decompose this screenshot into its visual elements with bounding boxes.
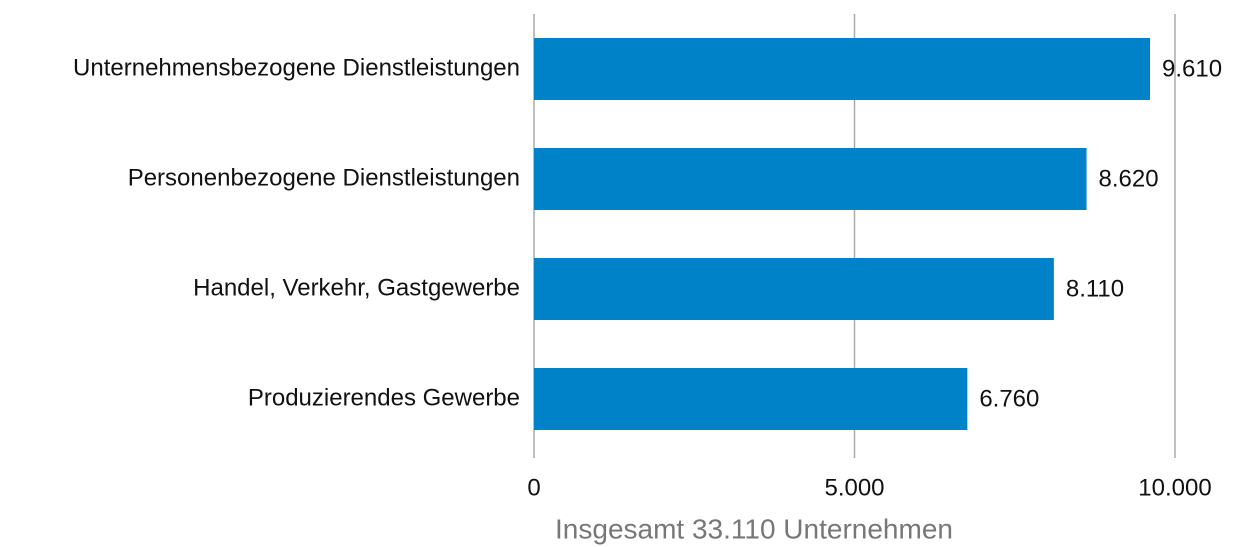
- y-tick-label: Unternehmensbezogene Dienstleistungen: [73, 54, 520, 81]
- bar: [534, 38, 1151, 100]
- value-label: 8.620: [1099, 165, 1159, 192]
- x-tick-label: 0: [527, 474, 540, 501]
- value-label: 6.760: [979, 385, 1039, 412]
- x-tick-label: 10.000: [1138, 474, 1211, 501]
- value-label: 9.610: [1162, 55, 1222, 82]
- bar: [534, 368, 968, 430]
- y-tick-label: Handel, Verkehr, Gastgewerbe: [193, 274, 520, 301]
- bar: [534, 148, 1087, 210]
- y-tick-label: Personenbezogene Dienstleistungen: [128, 164, 520, 191]
- bar: [534, 258, 1054, 320]
- value-label: 8.110: [1066, 275, 1124, 302]
- x-tick-label: 5.000: [824, 474, 884, 501]
- x-axis-label: Insgesamt 33.110 Unternehmen: [555, 513, 953, 544]
- y-tick-label: Produzierendes Gewerbe: [248, 384, 520, 411]
